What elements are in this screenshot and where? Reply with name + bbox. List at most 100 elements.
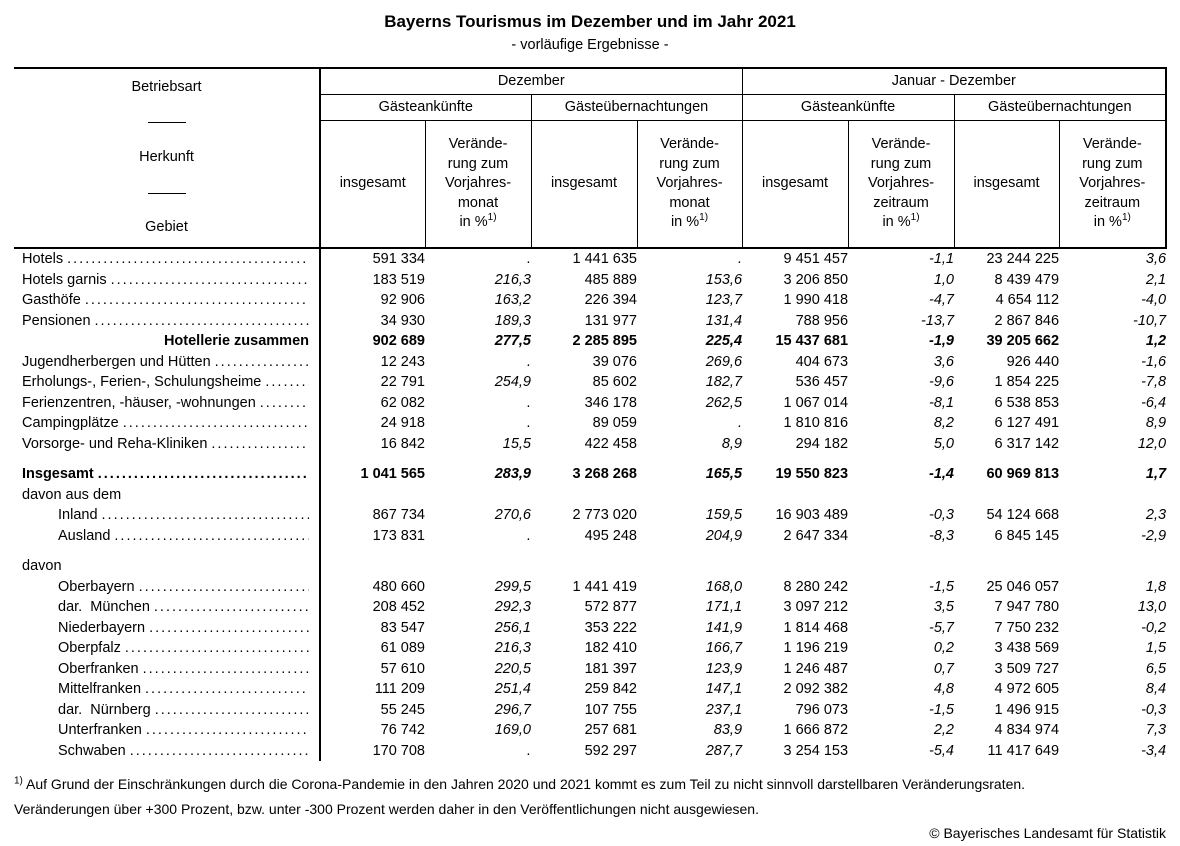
total-value-cell: 1 496 915: [994, 701, 1060, 718]
total-value-cell: 7 750 232: [994, 619, 1060, 636]
total-value-cell: 1 990 418: [783, 292, 849, 309]
change-value-cell: 8,2: [933, 415, 955, 432]
dot-leader: [67, 251, 309, 267]
row-label-cell: Vorsorge- und Reha-Kliniken: [14, 433, 321, 454]
total-value-cell: 92 906: [380, 292, 425, 309]
change-value-cell: -7,8: [1141, 374, 1167, 391]
total-value-cell: 24 918: [380, 415, 425, 432]
change-value-cell: 283,9: [494, 466, 531, 483]
change-value-cell: -8,1: [929, 394, 955, 411]
total-value-cell: 181 397: [584, 660, 637, 677]
total-value-cell: 57 610: [380, 660, 425, 677]
change-value-cell: 262,5: [705, 394, 743, 411]
change-value-cell: .: [526, 415, 531, 432]
total-value-cell: 182 410: [584, 640, 637, 657]
change-value-cell: -1,9: [929, 333, 955, 350]
row-label-cell: Schwaben: [14, 740, 321, 761]
change-value-cell: 131,4: [705, 312, 743, 329]
dot-leader: [260, 395, 309, 411]
row-label: Vorsorge- und Reha-Kliniken: [22, 435, 208, 452]
row-label: Ferienzentren, -häuser, -wohnungen: [22, 394, 256, 411]
row-label: Inland: [58, 507, 98, 524]
change-value-cell: 2,2: [933, 722, 955, 739]
change-value-cell: 8,9: [721, 435, 743, 452]
total-value-cell: 2 092 382: [783, 681, 849, 698]
row-label-cell: Oberbayern: [14, 576, 321, 597]
total-value-cell: 208 452: [372, 599, 425, 616]
row-label-cell: Inland: [14, 505, 321, 526]
total-value-cell: 111 209: [374, 681, 425, 698]
change-value-cell: 5,0: [933, 435, 955, 452]
total-value-cell: 16 842: [380, 435, 425, 452]
change-value-cell: 3,6: [933, 353, 955, 370]
change-value-cell: 2,1: [1145, 271, 1167, 288]
change-value-cell: .: [737, 415, 743, 432]
table-row: Hotellerie zusammen 902 689 277,5 2 285 895…: [14, 331, 1166, 352]
col-header-insgesamt: insgesamt: [319, 120, 426, 249]
change-value-cell: 216,3: [494, 271, 531, 288]
total-value-cell: 1 441 635: [572, 251, 637, 268]
footnote: 1) Auf Grund der Einschränkungen durch d…: [14, 772, 1166, 822]
table-row: Gasthöfe 92 906 163,2 226 394 123,7 1 990 418…: [14, 290, 1166, 311]
total-value-cell: 796 073: [795, 701, 849, 718]
subgroup-dez-ankuenfte: Gästeankünfte: [319, 94, 532, 121]
row-label: Campingplätze: [22, 415, 119, 432]
total-value-cell: 6 845 145: [994, 527, 1060, 544]
change-value-cell: -1,5: [929, 578, 955, 595]
change-value-cell: 256,1: [494, 619, 531, 636]
total-value-cell: 6 538 853: [994, 394, 1060, 411]
total-value-cell: 173 831: [372, 527, 425, 544]
change-value-cell: 159,5: [705, 507, 743, 524]
total-value-cell: 257 681: [584, 722, 637, 739]
row-label-cell: Ferienzentren, -häuser, -wohnungen: [14, 392, 321, 413]
total-value-cell: 9 451 457: [783, 251, 849, 268]
total-value-cell: 62 082: [380, 394, 425, 411]
row-label: Hotels garnis: [22, 271, 107, 288]
spacer-cell: [320, 546, 1166, 556]
change-value-cell: 216,3: [494, 640, 531, 657]
total-value-cell: 12 243: [380, 353, 425, 370]
total-value-cell: 485 889: [584, 271, 637, 288]
total-value-cell: 1 067 014: [783, 394, 849, 411]
row-label-cell: dar. München: [14, 597, 321, 618]
empty-cell: [320, 485, 1166, 506]
stub-header-betriebsart: Betriebsart: [131, 79, 202, 95]
change-value-cell: 6,5: [1145, 660, 1167, 677]
total-value-cell: 926 440: [1006, 353, 1060, 370]
change-value-cell: .: [526, 527, 531, 544]
row-label-cell: Pensionen: [14, 310, 321, 331]
total-value-cell: 1 246 487: [783, 660, 849, 677]
change-value-cell: 8,4: [1145, 681, 1167, 698]
total-value-cell: 591 334: [372, 251, 425, 268]
change-value-cell: 123,9: [705, 660, 743, 677]
change-value-cell: -1,6: [1141, 353, 1167, 370]
row-label: Hotels: [22, 251, 64, 268]
total-value-cell: 3 206 850: [783, 271, 849, 288]
total-value-cell: 8 280 242: [783, 578, 849, 595]
change-value-cell: 1,5: [1145, 640, 1167, 657]
total-value-cell: 25 046 057: [986, 578, 1060, 595]
change-value-cell: -0,3: [1141, 701, 1167, 718]
row-label: Oberpfalz: [58, 640, 121, 657]
row-label-cell: Unterfranken: [14, 720, 321, 741]
dot-leader: [125, 640, 309, 656]
table-row: Ferienzentren, -häuser, -wohnungen 62 082…: [14, 392, 1166, 413]
table-row: Ausland 173 831. 495 248 204,9 2 647 334 -8,3…: [14, 525, 1166, 546]
dot-leader: [146, 722, 309, 738]
total-value-cell: 34 930: [380, 312, 425, 329]
col-header-insgesamt: insgesamt: [530, 120, 638, 249]
dot-leader: [154, 599, 309, 615]
total-value-cell: 7 947 780: [994, 599, 1060, 616]
change-value-cell: -5,4: [929, 742, 955, 759]
row-label-cell: Erholungs-, Ferien-, Schulungsheime: [14, 372, 321, 393]
total-value-cell: 4 972 605: [994, 681, 1060, 698]
table-row: Erholungs-, Ferien-, Schulungsheime 22 79…: [14, 372, 1166, 393]
total-value-cell: 3 254 153: [783, 742, 849, 759]
total-value-cell: 1 814 468: [783, 619, 849, 636]
total-value-cell: 867 734: [372, 507, 425, 524]
total-value-cell: 1 854 225: [994, 374, 1060, 391]
change-value-cell: 1,7: [1145, 466, 1167, 483]
change-value-cell: 13,0: [1137, 599, 1167, 616]
total-value-cell: 23 244 225: [986, 251, 1060, 268]
change-value-cell: 141,9: [705, 619, 743, 636]
